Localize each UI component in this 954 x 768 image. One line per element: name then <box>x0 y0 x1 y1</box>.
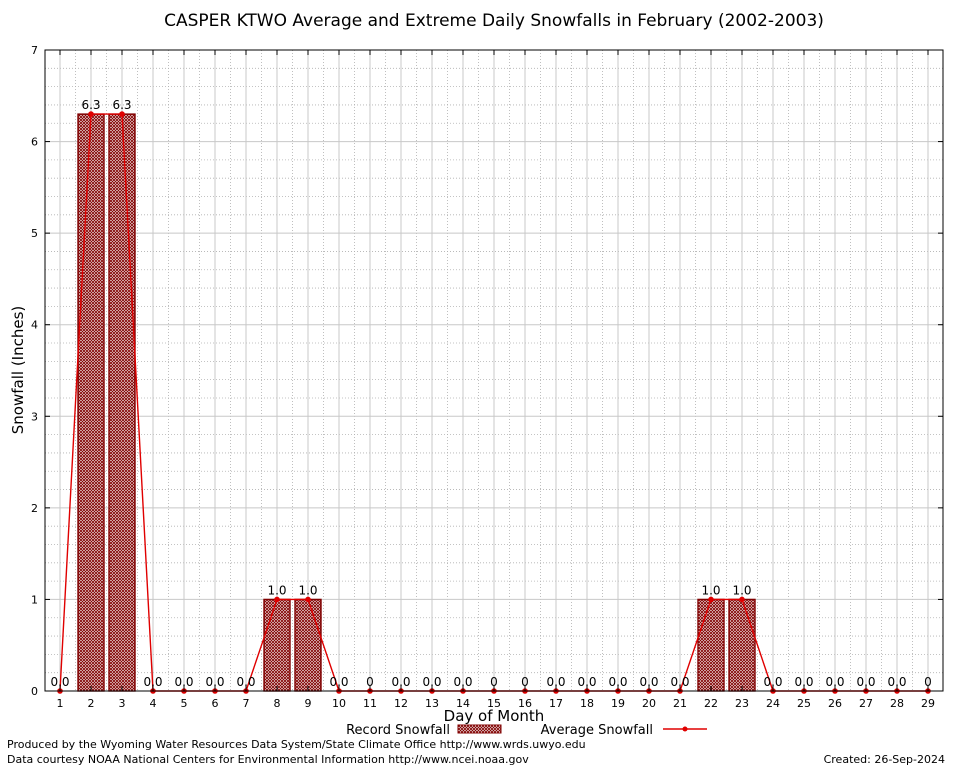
data-label-day-3: 6.3 <box>112 98 131 112</box>
y-axis-ticks: 0 1 2 3 4 5 6 7 <box>31 44 943 698</box>
bar-day-9 <box>294 598 322 692</box>
footer-created-date: Created: 26-Sep-2024 <box>823 753 945 766</box>
data-label-day-22: 1.0 <box>701 583 720 597</box>
x-tick-label-29: 29 <box>921 697 935 710</box>
data-label-day-19: 0.0 <box>608 675 627 689</box>
data-label-day-29: 0 <box>924 675 932 689</box>
x-tick-label-24: 24 <box>766 697 780 710</box>
data-label-day-13: 0.0 <box>422 675 441 689</box>
y-tick-label-2: 2 <box>31 502 38 515</box>
x-tick-label-27: 27 <box>859 697 873 710</box>
bar-day-2 <box>77 113 105 692</box>
y-tick-label-0: 0 <box>31 685 38 698</box>
data-label-day-2: 6.3 <box>81 98 100 112</box>
legend-label-record: Record Snowfall <box>346 723 450 738</box>
x-tick-label-22: 22 <box>704 697 718 710</box>
y-tick-label-6: 6 <box>31 136 38 149</box>
x-tick-label-18: 18 <box>580 697 594 710</box>
y-tick-label-5: 5 <box>31 227 38 240</box>
legend-swatch-record <box>457 724 502 734</box>
data-label-day-9: 1.0 <box>298 583 317 597</box>
chart-title: CASPER KTWO Average and Extreme Daily Sn… <box>164 11 824 31</box>
x-tick-label-16: 16 <box>518 697 532 710</box>
x-tick-label-15: 15 <box>487 697 501 710</box>
data-label-day-1: 0.0 <box>50 675 69 689</box>
x-tick-label-5: 5 <box>181 697 188 710</box>
average-point-day-23 <box>739 596 745 603</box>
data-label-day-26: 0.0 <box>825 675 844 689</box>
x-tick-label-13: 13 <box>425 697 439 710</box>
data-label-day-24: 0.0 <box>763 675 782 689</box>
x-tick-label-3: 3 <box>119 697 126 710</box>
grid-lines <box>45 49 943 692</box>
x-tick-label-7: 7 <box>243 697 250 710</box>
x-tick-label-1: 1 <box>57 697 64 710</box>
y-axis-label: Snowfall (Inches) <box>9 306 27 434</box>
data-label-day-11: 0 <box>366 675 374 689</box>
bar-day-8 <box>263 598 291 692</box>
data-label-day-18: 0.0 <box>577 675 596 689</box>
data-label-day-5: 0.0 <box>174 675 193 689</box>
data-label-day-28: 0.0 <box>887 675 906 689</box>
average-point-day-2 <box>88 111 94 117</box>
data-label-day-8: 1.0 <box>267 583 286 597</box>
data-label-day-7: 0.0 <box>236 675 255 689</box>
data-label-day-21: 0.0 <box>670 675 689 689</box>
x-tick-label-17: 17 <box>549 697 563 710</box>
average-point-day-22 <box>708 596 714 603</box>
average-point-day-8 <box>274 596 280 603</box>
x-tick-label-23: 23 <box>735 697 749 710</box>
bar-day-23 <box>728 598 756 692</box>
x-tick-label-2: 2 <box>88 697 95 710</box>
data-label-day-16: 0 <box>521 675 529 689</box>
x-tick-label-9: 9 <box>305 697 312 710</box>
x-tick-label-20: 20 <box>642 697 656 710</box>
x-axis-ticks: 1 2 3 4 5 6 7 8 9 10 11 12 13 14 15 16 17 18 19 20 21 22 23 24 2… <box>57 50 935 710</box>
legend: Record Snowfall Average Snowfall <box>346 723 707 738</box>
y-tick-label-4: 4 <box>31 319 38 332</box>
data-label-day-23: 1.0 <box>732 583 751 597</box>
x-tick-label-28: 28 <box>890 697 904 710</box>
x-tick-label-25: 25 <box>797 697 811 710</box>
x-tick-label-14: 14 <box>456 697 470 710</box>
data-label-day-12: 0.0 <box>391 675 410 689</box>
average-point-day-3 <box>119 111 125 117</box>
data-label-day-14: 0.0 <box>453 675 472 689</box>
x-tick-label-21: 21 <box>673 697 687 710</box>
data-labels: 0.0 6.3 6.3 0.0 0.0 0.0 0.0 1.0 1.0 0.0 0 0.0 0.0 0.0… <box>50 98 931 689</box>
data-label-day-25: 0.0 <box>794 675 813 689</box>
x-tick-label-19: 19 <box>611 697 625 710</box>
x-axis-label: Day of Month <box>444 707 545 725</box>
x-tick-label-11: 11 <box>363 697 377 710</box>
data-label-day-4: 0.0 <box>143 675 162 689</box>
data-label-day-20: 0.0 <box>639 675 658 689</box>
x-tick-label-26: 26 <box>828 697 842 710</box>
x-tick-label-8: 8 <box>274 697 281 710</box>
average-point-day-9 <box>305 596 311 603</box>
bar-day-3 <box>108 113 136 692</box>
y-tick-label-3: 3 <box>31 410 38 423</box>
footer-data-courtesy: Data courtesy NOAA National Centers for … <box>7 753 529 766</box>
legend-swatch-average-marker <box>682 726 688 732</box>
data-label-day-15: 0 <box>490 675 498 689</box>
y-tick-label-1: 1 <box>31 593 38 606</box>
footer-produced-by: Produced by the Wyoming Water Resources … <box>7 738 586 751</box>
x-tick-label-12: 12 <box>394 697 408 710</box>
data-label-day-10: 0.0 <box>329 675 348 689</box>
x-tick-label-10: 10 <box>332 697 346 710</box>
x-tick-label-6: 6 <box>212 697 219 710</box>
legend-label-average: Average Snowfall <box>541 723 653 738</box>
data-label-day-27: 0.0 <box>856 675 875 689</box>
bar-day-22 <box>697 598 725 692</box>
y-tick-label-7: 7 <box>31 44 38 57</box>
data-label-day-6: 0.0 <box>205 675 224 689</box>
data-label-day-17: 0.0 <box>546 675 565 689</box>
x-tick-label-4: 4 <box>150 697 157 710</box>
